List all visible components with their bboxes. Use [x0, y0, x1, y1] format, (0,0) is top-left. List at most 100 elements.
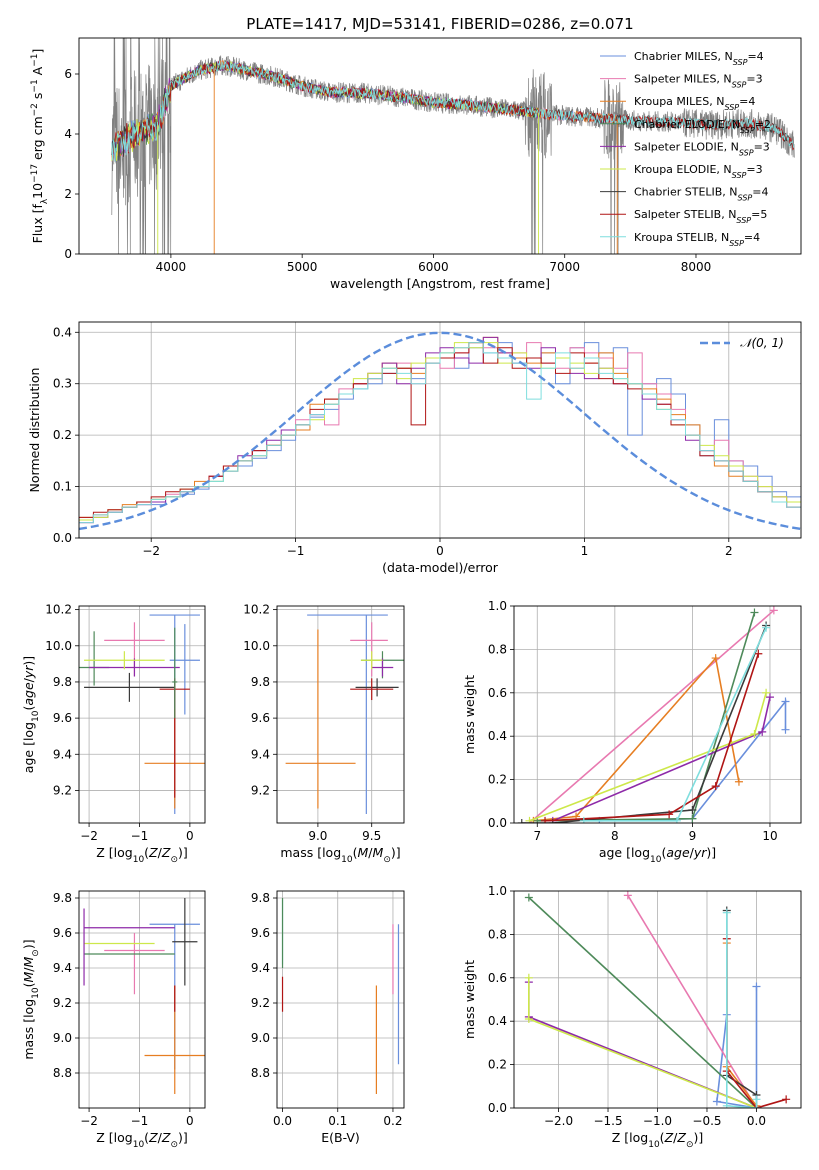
y-tick-label: 10.0	[243, 639, 270, 653]
legend-entry: 𝒩(0, 1)	[740, 336, 784, 350]
x-axis-label: Z [log10(Z/Z⊙)]	[612, 1130, 704, 1150]
y-tick-label: 0.6	[488, 686, 507, 700]
weight-point-marker	[722, 1101, 731, 1108]
plot-area	[524, 891, 791, 1108]
y-tick-label: 0.0	[488, 816, 507, 830]
x-tick-label: −2.0	[544, 1114, 573, 1128]
y-axis-label-part: ⊙	[31, 949, 41, 957]
weight-point-marker	[711, 782, 720, 791]
y-tick-label: 6	[64, 67, 72, 81]
x-axis-label-part: M	[358, 845, 369, 860]
weight-point-marker	[781, 697, 790, 706]
x-tick-label: 7000	[549, 260, 580, 274]
y-tick-label: 8.8	[53, 1066, 72, 1080]
axes-frame	[276, 605, 405, 824]
axes-frame	[513, 605, 802, 824]
y-tick-label: 9.2	[251, 996, 270, 1010]
weight-series-line	[537, 612, 756, 822]
x-axis-label-part: )]	[178, 1130, 188, 1145]
x-tick-label: 9.0	[308, 829, 327, 843]
x-axis-label: wavelength [Angstrom, rest frame]	[330, 276, 550, 291]
x-axis-label-part: yr	[693, 845, 707, 860]
y-tick-label: 8.8	[251, 1066, 270, 1080]
weight-point-marker	[762, 623, 771, 632]
y-tick-label: 0.8	[488, 642, 507, 656]
axes-frame	[78, 37, 802, 255]
x-tick-label: 0	[186, 829, 194, 843]
x-axis-label-part: (	[353, 845, 358, 860]
plot-area	[517, 606, 790, 823]
plot-area	[79, 614, 205, 814]
y-tick-label: 9.4	[53, 747, 72, 761]
x-axis-label-part: Z	[148, 845, 158, 860]
model-spectrum-line	[111, 60, 795, 162]
weight-point-marker	[524, 973, 533, 982]
normal-curve	[79, 331, 801, 531]
y-axis-label-part: A	[30, 66, 45, 79]
y-tick-label: 2	[64, 187, 72, 201]
y-axis-label-part: 10	[31, 987, 41, 999]
weight-series-line	[528, 977, 757, 1108]
legend-sub: SSP	[732, 80, 747, 89]
plot-area	[285, 614, 404, 814]
x-axis-label: age [log10(age/yr)]	[599, 845, 716, 865]
x-axis-label-part: age	[666, 845, 690, 860]
x-axis-label-part: Z	[676, 1130, 686, 1145]
y-axis-label-part: mass [log	[21, 999, 36, 1060]
weight-point-marker	[672, 816, 681, 823]
y-tick-label: 0.1	[53, 480, 72, 494]
weight-series-line	[716, 986, 758, 1108]
y-axis-label-part: Flux [f	[30, 204, 45, 244]
weight-point-marker	[781, 725, 790, 734]
weight-point-marker	[665, 810, 674, 819]
x-axis-label-part: ⊙	[170, 1140, 178, 1150]
y-tick-label: 9.2	[53, 996, 72, 1010]
weight-point-marker	[752, 1095, 761, 1104]
legend-label: Kroupa MILES, N	[634, 95, 724, 108]
x-tick-label: −1	[131, 829, 149, 843]
x-axis-label-part: (data-model)/error	[382, 560, 499, 575]
weight-point-marker	[752, 982, 761, 991]
y-axis-label-part: −17	[30, 164, 40, 183]
x-tick-label: 0.0	[747, 1114, 766, 1128]
y-axis-label-part: ]	[30, 49, 45, 54]
y-tick-label: 0.4	[53, 325, 72, 339]
legend-entry: Kroupa MILES, NSSP=4	[634, 95, 755, 112]
weight-series-line	[627, 894, 758, 1108]
weight-point-marker	[688, 805, 697, 814]
legend-label: Chabrier STELIB, N	[634, 186, 738, 199]
x-tick-label: 5000	[287, 260, 318, 274]
y-axis-label-part: mass weight	[462, 960, 477, 1039]
y-axis-label-part: −2	[30, 103, 40, 116]
x-tick-label: 9.5	[362, 829, 381, 843]
y-axis-label-part: (	[21, 706, 36, 711]
legend-label: Salpeter STELIB, N	[634, 208, 736, 221]
x-axis-label-part: Z	[664, 1130, 674, 1145]
weight-point-marker	[750, 730, 759, 739]
x-axis-label-part: Z	[161, 1130, 171, 1145]
legend-entry: Salpeter ELODIE, NSSP=3	[634, 140, 770, 157]
weight-point-marker	[734, 777, 743, 786]
legend-sub: SSP	[738, 193, 753, 202]
weight-point-marker	[754, 649, 763, 658]
weight-point-marker	[541, 816, 550, 823]
y-tick-label: 9.8	[251, 891, 270, 905]
y-tick-label: 9.0	[251, 1031, 270, 1045]
y-axis-label-part: /	[21, 677, 36, 682]
y-axis-label: mass weight	[462, 960, 477, 1039]
y-tick-label: 9.4	[251, 961, 270, 975]
y-tick-label: 0.0	[53, 531, 72, 545]
x-axis-label-part: (	[660, 1130, 665, 1145]
x-tick-label: 8000	[681, 260, 712, 274]
legend-label: Chabrier MILES, N	[634, 50, 733, 63]
x-axis-label-part: mass [log	[280, 845, 341, 860]
legend-entry: Salpeter STELIB, NSSP=5	[634, 208, 767, 225]
y-axis-label-part: M	[21, 956, 36, 967]
y-axis-label: mass [log10(M/M⊙)]	[21, 939, 41, 1059]
x-axis-label: (data-model)/error	[382, 560, 499, 575]
x-axis-label: E(B-V)	[321, 1130, 360, 1145]
plot-area	[79, 331, 801, 538]
legend: 𝒩(0, 1)	[700, 336, 784, 350]
y-tick-label: 0.4	[488, 1014, 507, 1028]
